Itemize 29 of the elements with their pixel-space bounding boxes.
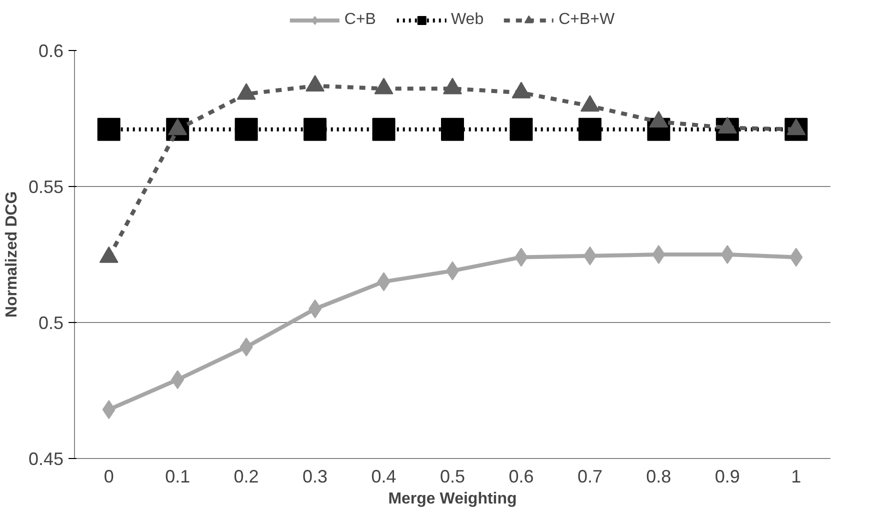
point [234,118,258,141]
point [372,118,396,141]
point [578,118,602,141]
y-tick-label: 0.55 [28,177,64,197]
y-tick-label: 0.45 [28,449,64,469]
point [652,245,666,264]
point [720,245,734,264]
x-tick-label: 0.4 [371,466,396,486]
legend-label: C+B [344,11,376,29]
point [441,118,464,141]
x-axis-title: Merge Weighting [388,490,517,508]
x-tick-label: 0.1 [165,466,190,486]
x-tick-label: 0.9 [714,466,740,486]
x-tick-label: 0.6 [508,466,534,486]
x-tick-label: 1 [791,466,802,486]
y-axis-title: Normalized DCG [3,191,20,318]
x-tick-label: 0.2 [234,466,259,486]
x-tick-label: 0.7 [577,466,602,486]
x-tick-label: 0.5 [440,466,466,486]
legend-label: Web [450,11,484,29]
y-tick-label: 0.6 [38,41,64,61]
point [304,118,327,141]
legend-label: C+B+W [558,11,615,29]
x-tick-label: 0 [104,466,114,486]
x-tick-label: 0.3 [302,466,328,486]
x-tick-label: 0.8 [646,466,672,486]
y-tick-label: 0.5 [38,313,64,333]
point [97,118,120,141]
point [510,118,533,141]
